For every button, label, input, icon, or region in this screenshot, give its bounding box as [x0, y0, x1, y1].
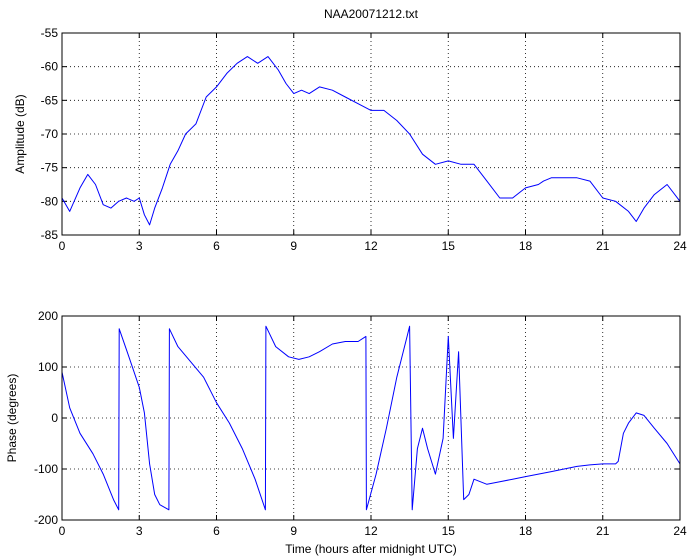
- phase-y-tick-label: 200: [38, 309, 58, 323]
- amplitude-y-tick-label: -55: [41, 26, 59, 40]
- amplitude-y-tick-label: -65: [41, 93, 59, 107]
- amplitude-x-tick-label: 24: [673, 239, 687, 253]
- phase-y-axis-label: Phase (degrees): [5, 374, 19, 463]
- phase-panel: 0 3 6 9 12 15 18 21 24 200 100 0 -100 -200: [34, 309, 687, 538]
- amplitude-y-axis-label: Amplitude (dB): [13, 94, 27, 173]
- phase-x-tick-label: 18: [519, 524, 533, 538]
- phase-x-tick-label: 6: [213, 524, 220, 538]
- phase-x-axis-label: Time (hours after midnight UTC): [285, 542, 457, 556]
- amplitude-y-tick-label: -85: [41, 228, 59, 242]
- amplitude-y-tick-label: -80: [41, 194, 59, 208]
- amplitude-y-tick-label: -70: [41, 127, 59, 141]
- phase-x-tick-label: 24: [673, 524, 687, 538]
- phase-y-tick-label: 0: [51, 411, 58, 425]
- phase-plot-frame: [61, 315, 681, 521]
- amplitude-plot-frame: [61, 32, 681, 236]
- phase-x-tick-label: 9: [290, 524, 297, 538]
- amplitude-y-tick-label: -75: [41, 161, 59, 175]
- amplitude-y-tick-label: -60: [41, 60, 59, 74]
- phase-x-tick-label: 3: [136, 524, 143, 538]
- amplitude-x-tick-label: 21: [596, 239, 610, 253]
- amplitude-x-tick-label: 3: [136, 239, 143, 253]
- phase-x-tick-label: 21: [596, 524, 610, 538]
- amplitude-x-tick-label: 12: [364, 239, 378, 253]
- amplitude-x-tick-label: 0: [59, 239, 66, 253]
- amplitude-series-line: [61, 56, 681, 226]
- amplitude-x-tick-label: 9: [290, 239, 297, 253]
- amplitude-x-tick-label: 18: [519, 239, 533, 253]
- amplitude-panel: 0 3 6 9 12 15 18 21 24 -55 -60 -65 -70 -75 -80 -85: [41, 26, 687, 253]
- phase-y-tick-label: 100: [38, 360, 58, 374]
- phase-series-line: [61, 325, 681, 511]
- amplitude-x-tick-label: 6: [213, 239, 220, 253]
- amplitude-x-tick-label: 15: [442, 239, 456, 253]
- chart-title: NAA20071212.txt: [324, 7, 419, 21]
- phase-x-tick-label: 15: [442, 524, 456, 538]
- phase-y-tick-label: -100: [34, 462, 58, 476]
- phase-x-tick-label: 0: [59, 524, 66, 538]
- phase-x-tick-label: 12: [364, 524, 378, 538]
- phase-y-tick-label: -200: [34, 513, 58, 527]
